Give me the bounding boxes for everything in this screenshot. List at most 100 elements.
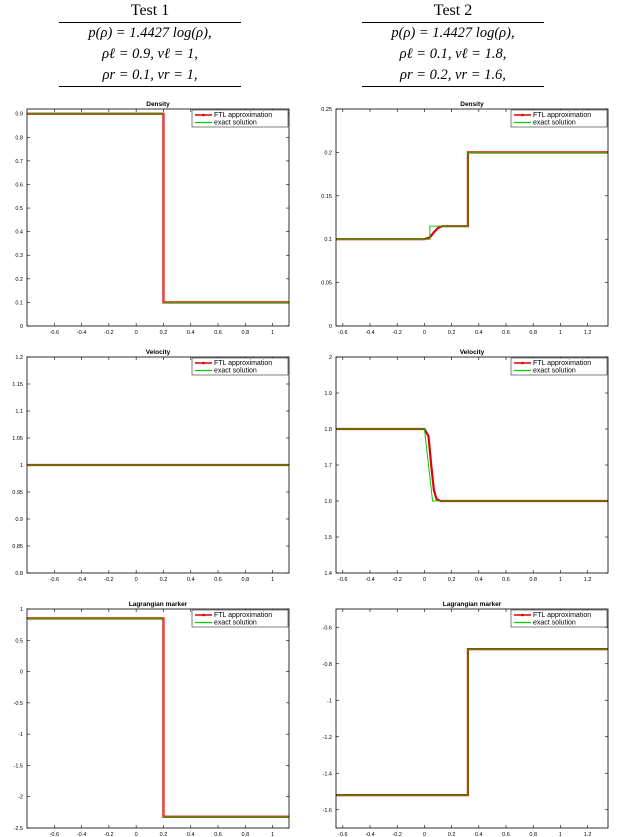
- x-tick-label: -0.4: [365, 577, 374, 583]
- y-tick-label: 0.85: [12, 544, 23, 550]
- y-tick-label: -2.5: [14, 826, 23, 832]
- x-tick-label: 1.2: [584, 832, 592, 837]
- y-tick-label: 0.7: [15, 159, 23, 165]
- exact-solution-line: [336, 648, 608, 796]
- plot-frame: [335, 608, 609, 829]
- legend-box: [191, 109, 289, 128]
- legend-approx-marker: [521, 113, 524, 117]
- legend-approx-marker: [521, 613, 524, 617]
- y-tick-label: 0.8: [15, 571, 23, 577]
- y-tick-label: 0.5: [15, 206, 23, 212]
- x-tick-label: 0.6: [502, 832, 510, 837]
- legend-exact-label: exact solution: [214, 620, 257, 627]
- header-rule: [59, 22, 241, 23]
- x-tick-label: 1: [559, 832, 562, 837]
- x-tick-label: -0.6: [50, 330, 59, 336]
- x-tick-label: 1: [271, 832, 274, 837]
- x-tick-label: 0: [135, 832, 138, 837]
- x-tick-label: 0.8: [242, 330, 250, 336]
- y-tick-label: 1: [20, 607, 23, 613]
- y-tick-label: 1.2: [15, 355, 23, 361]
- plot-frame: [26, 108, 290, 327]
- y-tick-label: 0.15: [321, 194, 332, 200]
- y-tick-label: -1.4: [323, 771, 332, 777]
- x-tick-label: 1.2: [584, 330, 592, 336]
- legend-exact-label: exact solution: [533, 620, 576, 627]
- x-tick-label: -0.6: [338, 832, 347, 837]
- exact-solution-line: [27, 617, 289, 818]
- x-tick-label: -0.4: [77, 832, 86, 837]
- x-tick-label: 0.4: [187, 832, 195, 837]
- plot-frame: [335, 108, 609, 327]
- x-tick-label: -0.6: [50, 577, 59, 583]
- x-tick-label: 0.8: [529, 577, 537, 583]
- y-tick-label: 0.6: [15, 182, 23, 188]
- y-tick-label: 0: [20, 670, 23, 676]
- x-tick-label: 1: [271, 330, 274, 336]
- x-tick-label: 0: [135, 577, 138, 583]
- x-tick-label: 0.2: [160, 330, 168, 336]
- y-tick-label: 0.95: [12, 490, 23, 496]
- x-tick-label: -0.4: [77, 577, 86, 583]
- test-1-header: Test 1 p(ρ) = 1.4427 log(ρ), ρℓ = 0.9, v…: [55, 0, 245, 87]
- x-tick-label: 0.2: [448, 832, 456, 837]
- x-tick-label: 0.2: [160, 832, 168, 837]
- y-tick-label: -1: [327, 698, 332, 704]
- legend-approx-marker: [202, 361, 205, 365]
- y-tick-label: 1.9: [324, 391, 332, 397]
- x-tick-label: 0.4: [187, 330, 195, 336]
- x-tick-label: 0.4: [475, 577, 483, 583]
- x-tick-label: -0.2: [104, 577, 113, 583]
- test-2-right-state: ρr = 0.2, vr = 1.6,: [400, 67, 506, 83]
- legend-box: [510, 609, 608, 628]
- exact-solution-line: [27, 113, 289, 303]
- x-tick-label: 0.4: [187, 577, 195, 583]
- x-tick-label: 0.6: [502, 577, 510, 583]
- plot-frame: [26, 608, 290, 829]
- ftl-approximation-line: [336, 648, 608, 797]
- x-tick-label: -0.6: [338, 577, 347, 583]
- chart-title: Velocity: [460, 349, 485, 356]
- y-tick-label: -1.2: [323, 735, 332, 741]
- legend-approx-label: FTL approximation: [533, 112, 591, 119]
- x-tick-label: -0.6: [338, 330, 347, 336]
- y-tick-label: 1.05: [12, 436, 23, 442]
- x-tick-label: 0.6: [214, 832, 222, 837]
- legend-exact-label: exact solution: [214, 368, 257, 375]
- y-tick-label: -0.6: [323, 625, 332, 631]
- x-tick-label: -0.6: [50, 832, 59, 837]
- legend-exact-label: exact solution: [533, 368, 576, 375]
- legend-approx-label: FTL approximation: [214, 612, 272, 619]
- y-tick-label: 1: [20, 463, 23, 469]
- test-1-left-state: ρℓ = 0.9, vℓ = 1,: [102, 46, 198, 62]
- plot-frame: [335, 356, 609, 574]
- x-tick-label: 0.8: [242, 577, 250, 583]
- y-tick-label: 2: [329, 355, 332, 361]
- y-tick-label: -1: [18, 732, 23, 738]
- header-rule: [59, 86, 241, 87]
- x-tick-label: -0.2: [392, 577, 401, 583]
- chart-title: Velocity: [146, 349, 171, 356]
- test-2-title: Test 2: [433, 2, 473, 19]
- y-tick-label: 0: [20, 324, 23, 330]
- test-1-right-state: ρr = 0.1, vr = 1,: [102, 67, 198, 83]
- test-1-title: Test 1: [130, 2, 170, 19]
- x-tick-label: 0.8: [242, 832, 250, 837]
- y-tick-label: 0.1: [324, 237, 332, 243]
- y-tick-label: 0.1: [15, 300, 23, 306]
- y-tick-label: 0.8: [15, 135, 23, 141]
- header-rule: [362, 22, 544, 23]
- x-tick-label: -0.4: [77, 330, 86, 336]
- y-tick-label: 1.5: [324, 535, 332, 541]
- y-tick-label: 1.7: [324, 463, 332, 469]
- x-tick-label: 0: [423, 832, 426, 837]
- test-2-header: Test 2 p(ρ) = 1.4427 log(ρ), ρℓ = 0.1, v…: [358, 0, 548, 87]
- test-2-left-state: ρℓ = 0.1, vℓ = 1.8,: [399, 46, 507, 62]
